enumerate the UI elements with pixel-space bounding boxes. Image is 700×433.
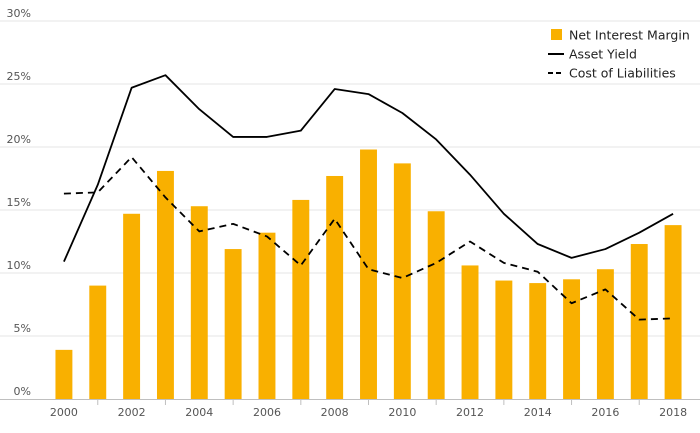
line-asset-yield xyxy=(63,74,674,263)
legend-label: Cost of Liabilities xyxy=(569,66,676,81)
bar xyxy=(292,199,310,399)
bar xyxy=(495,280,513,399)
bar xyxy=(393,163,411,399)
bar xyxy=(123,213,141,399)
x-tick-label: 2018 xyxy=(659,406,687,419)
bar xyxy=(360,149,377,399)
line-cost-of-liabilities xyxy=(63,156,674,321)
gridlines xyxy=(0,20,700,337)
x-tick-label: 2000 xyxy=(50,406,78,419)
bar xyxy=(190,206,208,399)
bar xyxy=(89,285,107,399)
y-tick-label: 20% xyxy=(7,133,31,146)
line-series xyxy=(63,74,674,321)
legend-label: Net Interest Margin xyxy=(569,28,690,43)
x-tick-label: 2006 xyxy=(253,406,281,419)
x-tick-label: 2014 xyxy=(524,406,552,419)
bar xyxy=(156,170,174,399)
bar xyxy=(427,211,445,399)
legend-swatch xyxy=(551,29,562,40)
bar xyxy=(563,279,581,399)
bar xyxy=(461,265,479,399)
y-tick-label: 15% xyxy=(7,196,31,209)
legend-label: Asset Yield xyxy=(569,47,637,62)
bar xyxy=(596,269,614,399)
x-tick-label: 2008 xyxy=(321,406,349,419)
x-tick-label: 2002 xyxy=(118,406,146,419)
bar xyxy=(55,349,73,399)
y-tick-label: 25% xyxy=(7,70,31,83)
x-tick-label: 2004 xyxy=(185,406,213,419)
y-tick-label: 5% xyxy=(14,322,31,335)
bar xyxy=(326,175,344,399)
x-tick-label: 2010 xyxy=(388,406,416,419)
legend: Net Interest Margin Asset Yield Cost of Li… xyxy=(548,28,690,81)
bar xyxy=(630,244,648,399)
bar xyxy=(529,283,547,399)
y-tick-label: 30% xyxy=(7,7,31,20)
bar xyxy=(224,249,242,399)
bar-series xyxy=(55,149,682,399)
axes: 0% 5% 10% 15% 20% 25% 30% 2000 2002 2004 2006 2008 2… xyxy=(0,7,700,419)
bar xyxy=(258,232,276,399)
x-tick-label: 2012 xyxy=(456,406,484,419)
x-tick-label: 2016 xyxy=(591,406,619,419)
bar xyxy=(664,225,682,399)
y-tick-label: 0% xyxy=(14,385,31,398)
y-tick-label: 10% xyxy=(7,259,31,272)
